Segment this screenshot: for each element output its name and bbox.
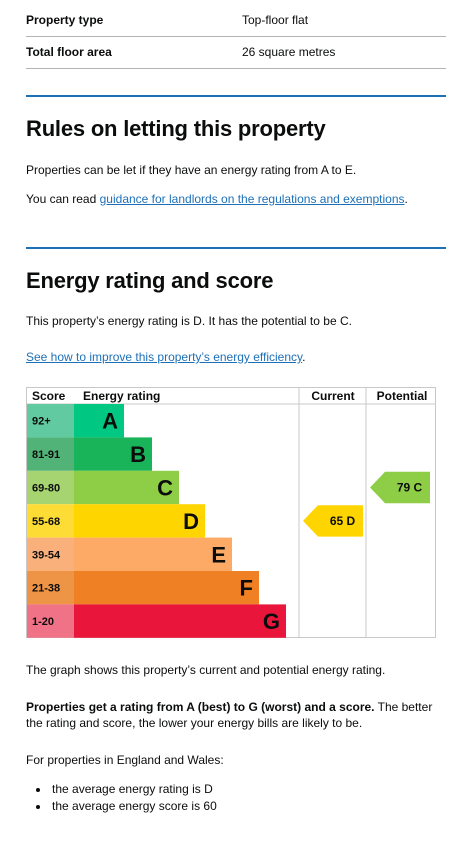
band-bar-f [74,571,259,605]
band-letter-a: A [102,409,118,434]
list-item: the average energy score is 60 [26,798,217,815]
band-range-label: 1-20 [32,616,54,628]
section-divider [26,95,446,97]
band-bar-d [74,504,205,538]
band-bar-c [74,470,179,505]
summary-row-property-type: Property type Top-floor flat [26,6,446,37]
potential-header: Potential [377,389,428,403]
improve-line: See how to improve this property’s energ… [26,349,446,365]
guidance-prefix: You can read [26,192,100,206]
band-range-cell [27,437,74,471]
band-bar-e [74,537,232,571]
band-letter-b: B [130,442,146,467]
band-range-label: 92+ [32,416,51,428]
band-bar-b [74,437,152,471]
regions-text: For properties in England and Wales: [26,753,224,767]
improve-efficiency-link[interactable]: See how to improve this property’s energ… [26,350,303,364]
potential-rating-label: 79 C [397,481,423,495]
guidance-suffix: . [404,192,408,206]
rating-explanation-bold: Properties get a rating from A (best) to… [26,700,375,714]
band-range-label: 69-80 [32,483,60,495]
energy-intro: This property’s energy rating is D. It h… [26,314,352,328]
energy-rating-header: Energy rating [83,389,160,403]
band-range-cell [27,470,74,505]
graph-note: The graph shows this property’s current … [26,663,386,677]
summary-value: 26 square metres [242,45,336,59]
summary-key: Total floor area [26,45,112,59]
band-range-cell [27,537,74,571]
energy-heading: Energy rating and score [26,268,274,293]
band-range-cell [27,571,74,605]
band-bar-a [74,404,124,438]
band-range-cell [27,404,74,438]
rating-explanation-rest: The better the rating and score, the low… [26,700,433,730]
band-letter-f: F [240,576,253,601]
letting-guidance-text: You can read guidance for landlords on t… [26,191,446,207]
current-arrow [303,505,363,537]
potential-arrow [370,471,430,504]
letting-text: Properties can be let if they have an en… [26,163,357,177]
epc-graph: Score Energy rating Current Potential 92+ A 81… [26,387,436,638]
band-range-label: 55-68 [32,516,60,528]
band-letter-d: D [183,509,199,534]
energy-rating-chart: Score Energy rating Current Potential 92+ A 81… [26,387,436,638]
letting-heading: Rules on letting this property [26,116,326,141]
band-range-cell [27,504,74,538]
rating-explanation: Properties get a rating from A (best) to… [26,699,446,731]
list-item: the average energy rating is D [26,781,217,798]
improve-suffix: . [302,350,306,364]
guidance-link[interactable]: guidance for landlords on the regulation… [99,192,405,206]
current-rating-label: 65 D [330,514,356,528]
averages-list: the average energy rating is D the avera… [26,781,217,815]
summary-key: Property type [26,13,104,27]
score-header: Score [32,389,66,403]
section-divider [26,247,446,249]
band-letter-c: C [157,476,173,501]
summary-row-floor-area: Total floor area 26 square metres [26,38,446,69]
band-letter-e: E [211,542,226,567]
current-header: Current [311,389,354,403]
band-range-cell [27,604,74,638]
band-letter-g: G [263,609,280,634]
band-range-label: 81-91 [32,449,60,461]
band-range-label: 39-54 [32,549,61,561]
band-range-label: 21-38 [32,583,60,595]
summary-value: Top-floor flat [242,13,309,27]
band-bar-g [74,604,286,638]
